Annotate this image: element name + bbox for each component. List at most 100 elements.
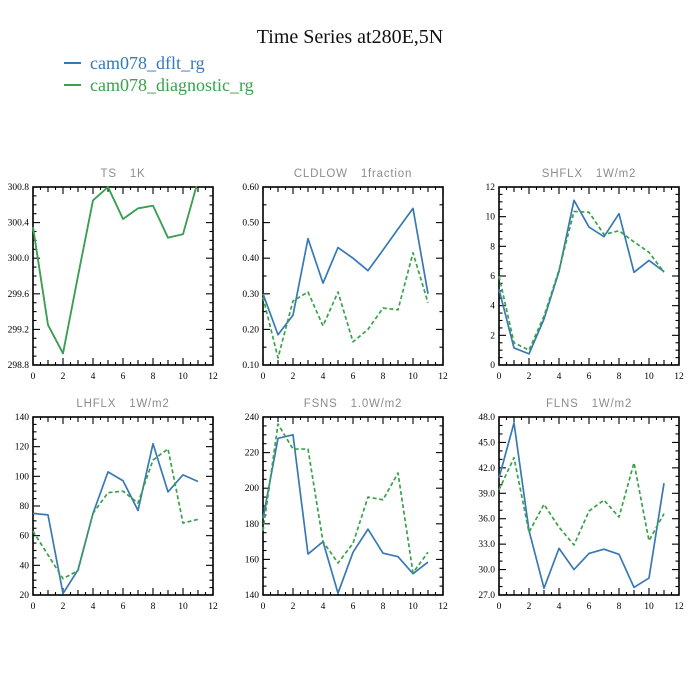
svg-text:6: 6 bbox=[490, 272, 495, 282]
svg-text:33.0: 33.0 bbox=[478, 540, 495, 550]
svg-text:140: 140 bbox=[15, 413, 30, 423]
legend-label-diagnostic: cam078_diagnostic_rg bbox=[90, 74, 254, 95]
svg-text:45.0: 45.0 bbox=[478, 438, 495, 448]
svg-text:6: 6 bbox=[351, 372, 356, 382]
svg-text:10: 10 bbox=[178, 372, 188, 382]
legend-item-diagnostic: cam078_diagnostic_rg bbox=[64, 74, 254, 96]
svg-text:4: 4 bbox=[321, 372, 326, 382]
svg-text:12: 12 bbox=[674, 372, 684, 382]
legend: cam078_dflt_rg cam078_diagnostic_rg bbox=[64, 52, 254, 96]
svg-text:80: 80 bbox=[20, 502, 30, 512]
svg-text:12: 12 bbox=[674, 602, 684, 612]
svg-text:160: 160 bbox=[245, 555, 260, 565]
svg-text:4: 4 bbox=[557, 602, 562, 612]
legend-line-swatch-blue bbox=[64, 62, 81, 64]
svg-text:6: 6 bbox=[121, 602, 126, 612]
svg-text:27.0: 27.0 bbox=[478, 591, 495, 601]
svg-text:12: 12 bbox=[438, 372, 448, 382]
svg-text:4: 4 bbox=[321, 602, 326, 612]
legend-line-swatch-green bbox=[64, 84, 81, 86]
svg-text:10: 10 bbox=[644, 602, 654, 612]
svg-text:8: 8 bbox=[381, 372, 386, 382]
svg-text:8: 8 bbox=[617, 602, 622, 612]
svg-text:4: 4 bbox=[557, 372, 562, 382]
svg-text:0.40: 0.40 bbox=[242, 254, 259, 264]
svg-text:2: 2 bbox=[291, 372, 296, 382]
svg-text:8: 8 bbox=[151, 372, 156, 382]
svg-text:299.2: 299.2 bbox=[8, 325, 30, 335]
svg-text:0: 0 bbox=[490, 361, 495, 371]
svg-text:2: 2 bbox=[61, 372, 66, 382]
svg-text:300.8: 300.8 bbox=[8, 183, 30, 193]
svg-text:0: 0 bbox=[497, 372, 502, 382]
svg-text:120: 120 bbox=[15, 443, 30, 453]
svg-text:0: 0 bbox=[261, 372, 266, 382]
svg-text:6: 6 bbox=[587, 602, 592, 612]
svg-text:20: 20 bbox=[20, 591, 30, 601]
svg-text:8: 8 bbox=[151, 602, 156, 612]
svg-text:48.0: 48.0 bbox=[478, 413, 495, 423]
svg-text:12: 12 bbox=[208, 372, 218, 382]
svg-text:12: 12 bbox=[438, 602, 448, 612]
chart-lhflx: LHFLX 1W/m2 20 40 60 80 100 120 140 0 2 4 6 8 10 12 bbox=[0, 395, 232, 627]
svg-text:10: 10 bbox=[486, 213, 496, 223]
svg-text:300.4: 300.4 bbox=[8, 219, 30, 229]
svg-text:10: 10 bbox=[408, 602, 418, 612]
svg-text:36.0: 36.0 bbox=[478, 515, 495, 525]
svg-text:180: 180 bbox=[245, 520, 260, 530]
svg-text:200: 200 bbox=[245, 484, 260, 494]
svg-text:298.8: 298.8 bbox=[8, 361, 30, 371]
svg-text:0.30: 0.30 bbox=[242, 290, 259, 300]
svg-text:4: 4 bbox=[91, 372, 96, 382]
svg-text:10: 10 bbox=[644, 372, 654, 382]
svg-text:0: 0 bbox=[261, 602, 266, 612]
svg-text:2: 2 bbox=[61, 602, 66, 612]
svg-text:12: 12 bbox=[208, 602, 218, 612]
svg-text:8: 8 bbox=[617, 372, 622, 382]
svg-text:4: 4 bbox=[490, 302, 495, 312]
svg-text:220: 220 bbox=[245, 449, 260, 459]
svg-text:6: 6 bbox=[587, 372, 592, 382]
page-title: Time Series at280E,5N bbox=[256, 26, 444, 48]
svg-text:2: 2 bbox=[490, 331, 495, 341]
svg-text:8: 8 bbox=[490, 242, 495, 252]
chart-ts: TS 1K 298.8 299.2 299.6 300.0 300.4 300.8 0 2 4 6 8 1… bbox=[0, 165, 232, 397]
svg-text:0.60: 0.60 bbox=[242, 183, 259, 193]
legend-item-dflt: cam078_dflt_rg bbox=[64, 52, 254, 74]
chart-shflx: SHFLX 1W/m2 0 2 4 6 8 10 12 0 2 4 6 8 10 12 bbox=[466, 165, 698, 397]
svg-text:6: 6 bbox=[121, 372, 126, 382]
svg-text:60: 60 bbox=[20, 532, 30, 542]
svg-text:0: 0 bbox=[31, 602, 36, 612]
svg-text:0.10: 0.10 bbox=[242, 361, 259, 371]
svg-text:299.6: 299.6 bbox=[8, 290, 30, 300]
svg-text:2: 2 bbox=[527, 372, 532, 382]
svg-text:2: 2 bbox=[291, 602, 296, 612]
chart-cldlow: CLDLOW 1fraction 0.10 0.20 0.30 0.40 0.50 0.60 0… bbox=[230, 165, 462, 397]
svg-text:40: 40 bbox=[20, 561, 30, 571]
svg-text:0.20: 0.20 bbox=[242, 325, 259, 335]
svg-text:10: 10 bbox=[178, 602, 188, 612]
svg-text:4: 4 bbox=[91, 602, 96, 612]
chart-fsns: FSNS 1.0W/m2 140 160 180 200 220 240 0 2 4 6 8 10 12 bbox=[230, 395, 462, 627]
svg-text:0: 0 bbox=[497, 602, 502, 612]
chart-flns: FLNS 1W/m2 27.0 30.0 33.0 36.0 39.0 42.0 45.0 48.… bbox=[466, 395, 698, 627]
svg-text:300.0: 300.0 bbox=[8, 254, 30, 264]
svg-text:42.0: 42.0 bbox=[478, 464, 495, 474]
svg-text:0.50: 0.50 bbox=[242, 219, 259, 229]
svg-text:6: 6 bbox=[351, 602, 356, 612]
svg-text:39.0: 39.0 bbox=[478, 489, 495, 499]
svg-text:30.0: 30.0 bbox=[478, 566, 495, 576]
svg-text:12: 12 bbox=[486, 183, 496, 193]
svg-text:140: 140 bbox=[245, 591, 260, 601]
legend-label-dflt: cam078_dflt_rg bbox=[90, 52, 205, 73]
svg-text:2: 2 bbox=[527, 602, 532, 612]
svg-text:10: 10 bbox=[408, 372, 418, 382]
svg-text:240: 240 bbox=[245, 413, 260, 423]
